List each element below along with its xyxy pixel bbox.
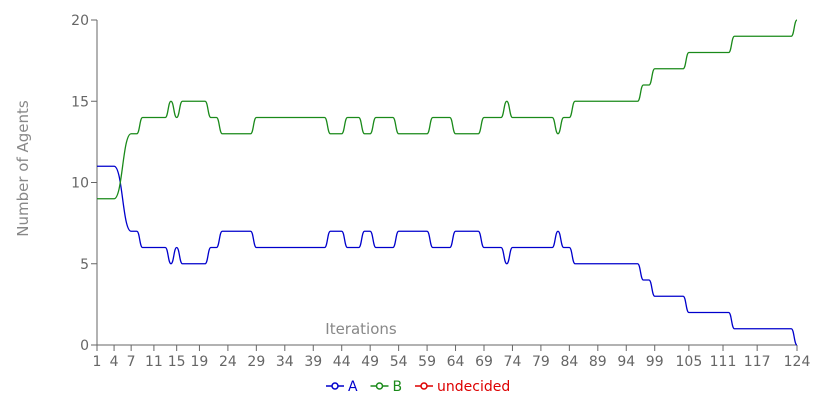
x-tick-label: 117 — [744, 354, 771, 370]
x-tick-label: 44 — [333, 354, 351, 370]
legend-item-B[interactable]: B — [370, 379, 403, 395]
x-tick-label: 89 — [589, 354, 607, 370]
x-tick-label: 39 — [304, 354, 322, 370]
x-tick-label: 111 — [710, 354, 737, 370]
series-line-B — [97, 19, 798, 200]
legend-label: undecided — [437, 379, 510, 395]
x-tick-label: 69 — [475, 354, 493, 370]
x-tick-label: 59 — [418, 354, 436, 370]
x-tick-label: 105 — [676, 354, 703, 370]
x-tick-label: 54 — [390, 354, 408, 370]
series-lines — [97, 19, 798, 346]
x-tick-label: 7 — [127, 354, 136, 370]
y-tick-label: 10 — [71, 176, 89, 192]
legend-item-undecided[interactable]: undecided — [415, 379, 510, 395]
x-axis-title: Iterations — [325, 320, 397, 338]
legend-item-A[interactable]: A — [326, 379, 358, 395]
x-tick-label: 94 — [617, 354, 635, 370]
legend-swatch-marker — [331, 382, 339, 390]
y-ticks: 0 5 10 15 20 — [71, 13, 97, 354]
y-tick-label: 0 — [80, 338, 89, 354]
x-tick-label: 1 — [93, 354, 102, 370]
legend-label: A — [348, 379, 358, 395]
x-tick-label: 19 — [191, 354, 209, 370]
x-tick-label: 84 — [560, 354, 578, 370]
x-tick-label: 99 — [646, 354, 664, 370]
y-tick-label: 20 — [71, 13, 89, 29]
y-axis-title: Number of Agents — [14, 100, 32, 237]
x-ticks: 1 4 7 11 15 19 24 29 34 39 44 49 54 59 64 69 74 79 84 89 94 9… — [93, 345, 811, 370]
series-line-A — [97, 165, 798, 346]
x-tick-label: 29 — [247, 354, 265, 370]
x-tick-label: 79 — [532, 354, 550, 370]
axes — [96, 20, 797, 346]
x-tick-label: 24 — [219, 354, 237, 370]
x-tick-label: 11 — [145, 354, 163, 370]
legend-label: B — [393, 379, 403, 395]
x-tick-label: 74 — [504, 354, 522, 370]
y-tick-label: 15 — [71, 94, 89, 110]
x-tick-label: 4 — [110, 354, 119, 370]
x-tick-label: 124 — [784, 354, 811, 370]
x-tick-label: 64 — [447, 354, 465, 370]
x-tick-label: 15 — [168, 354, 186, 370]
legend-swatch-marker — [375, 382, 384, 390]
y-tick-label: 5 — [80, 257, 89, 273]
legend-swatch-marker — [420, 382, 428, 390]
x-tick-label: 34 — [276, 354, 294, 370]
x-tick-label: 49 — [361, 354, 379, 370]
